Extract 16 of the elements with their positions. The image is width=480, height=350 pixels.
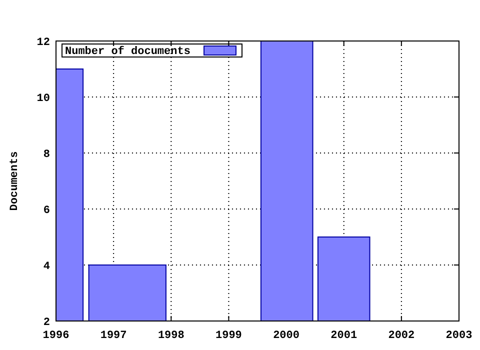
x-tick-label: 1997 (100, 330, 127, 342)
x-tick-label: 1996 (42, 330, 70, 342)
y-tick-label: 2 (43, 316, 50, 329)
y-axis-title: Documents (9, 151, 21, 211)
x-tick-label: 2003 (446, 330, 473, 342)
y-tick-label: 12 (36, 36, 50, 49)
x-tick-label: 1998 (158, 330, 185, 342)
y-tick-label: 8 (43, 148, 50, 161)
x-tick-label: 2002 (388, 330, 415, 342)
y-tick-label: 10 (36, 92, 50, 105)
x-tick-label: 2001 (330, 330, 358, 342)
y-tick-label: 4 (43, 260, 50, 273)
x-tick-label: 1999 (216, 330, 242, 342)
x-tick-label: 2000 (273, 330, 300, 342)
y-tick-label: 6 (43, 204, 50, 217)
legend-label: Number of documents (65, 45, 190, 58)
